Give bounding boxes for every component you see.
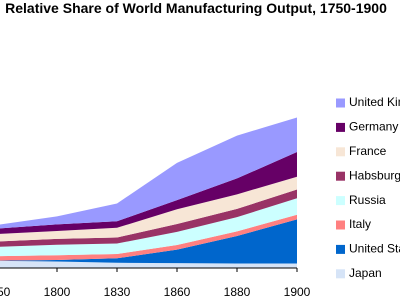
legend-label: Germany [349, 120, 398, 134]
legend-swatch [336, 269, 345, 279]
area [0, 198, 297, 257]
area [0, 219, 297, 264]
legend-swatch [336, 244, 345, 254]
x-tick-label: 1750 [0, 285, 11, 299]
legend-swatch [336, 171, 345, 181]
area [0, 189, 297, 247]
chart-title: Relative Share of World Manufacturing Ou… [5, 0, 387, 16]
legend-label: United Kingdom [349, 95, 400, 109]
x-tick-label: 1880 [224, 285, 251, 299]
x-tick-label: 1830 [104, 285, 131, 299]
area [0, 152, 297, 234]
area [0, 176, 297, 242]
x-tick-label: 1860 [164, 285, 191, 299]
legend-label: Italy [349, 217, 371, 231]
legend-swatch [336, 220, 345, 230]
area [0, 117, 297, 229]
legend-label: Russia [349, 193, 386, 207]
legend-swatch [336, 98, 345, 108]
legend-label: United States [349, 242, 400, 256]
x-tick-label: 1800 [44, 285, 71, 299]
legend-label: France [349, 144, 387, 158]
area [0, 260, 297, 268]
legend-swatch [336, 196, 345, 206]
area [0, 214, 297, 261]
x-tick-label: 1900 [284, 285, 311, 299]
legend-label: Habsburg Empire [349, 168, 400, 182]
legend-label: Japan [349, 266, 382, 280]
legend-swatch [336, 147, 345, 157]
legend-swatch [336, 122, 345, 132]
